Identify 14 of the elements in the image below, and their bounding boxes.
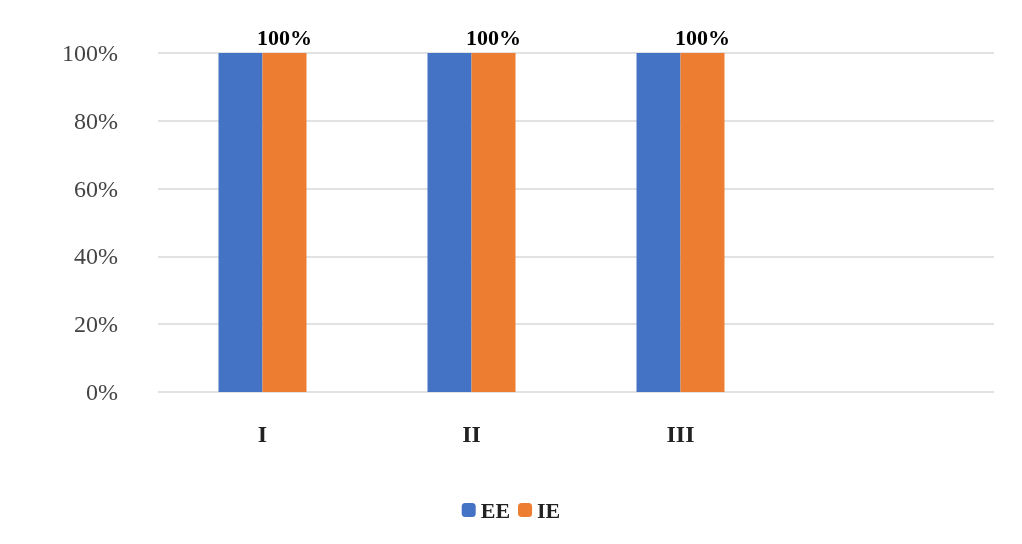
y-tick-label: 20%	[74, 311, 118, 338]
legend-label: EE	[480, 497, 511, 523]
x-tick-label: I	[257, 421, 268, 447]
legend-label: IE	[537, 497, 561, 523]
x-tick-label: III	[666, 421, 695, 447]
y-tick-label: 40%	[74, 243, 118, 270]
y-tick-label: 80%	[74, 107, 118, 134]
data-label: 100%	[675, 24, 730, 50]
data-label: 100%	[257, 24, 312, 50]
x-tick-label: II	[462, 421, 481, 447]
y-tick-label: 60%	[74, 175, 118, 202]
y-tick-label: 100%	[62, 40, 118, 66]
y-tick-label: 0%	[86, 379, 118, 405]
data-label: 100%	[466, 24, 521, 50]
